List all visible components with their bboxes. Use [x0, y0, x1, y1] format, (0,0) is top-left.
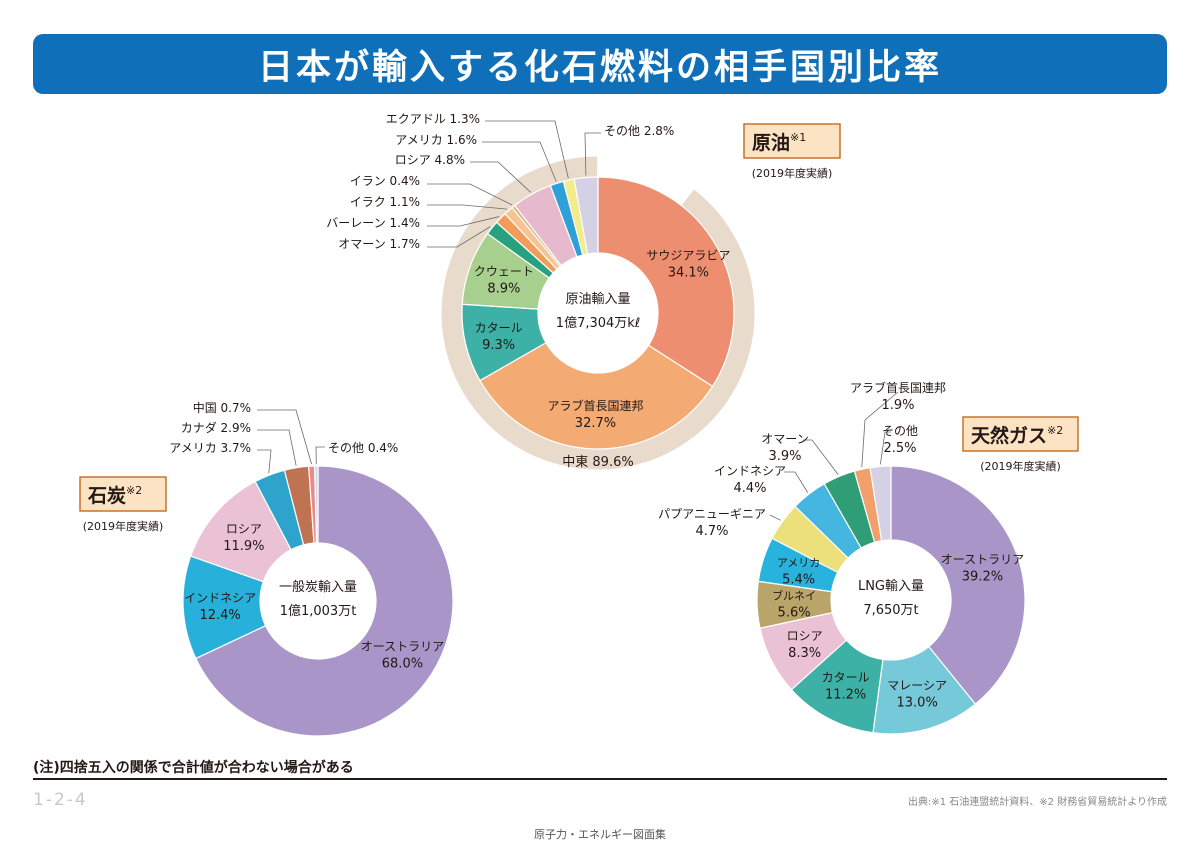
slice-label-サウジアラビア: サウジアラビア: [646, 249, 730, 263]
slice-label-アメリカ: アメリカ 1.6%: [395, 133, 477, 147]
slice-label-アメリカ: アメリカ: [777, 556, 820, 569]
slice-label-オーストラリア: オーストラリア: [941, 553, 1024, 567]
slice-label-オマーン: オマーン: [761, 432, 808, 446]
slice-value-オマーン: 3.9%: [768, 449, 801, 464]
slice-value-インドネシア: 4.4%: [733, 481, 766, 496]
slice-label-クウェート: クウェート: [474, 264, 534, 278]
page-title: 日本が輸入する化石燃料の相手国別比率: [257, 47, 942, 88]
leader-line-イラン: [427, 183, 513, 206]
center-label: 一般炭輸入量: [279, 579, 357, 595]
slice-label-オマーン: オマーン 1.7%: [338, 237, 420, 251]
slice-label-アラブ首長国連邦: アラブ首長国連邦: [850, 380, 946, 395]
slice-label-ロシア: ロシア: [226, 522, 262, 536]
outer-ring-label: 中東 89.6%: [562, 454, 633, 470]
slice-label-ブルネイ: ブルネイ: [772, 589, 816, 603]
leader-line-パプアニューギニア: [769, 514, 781, 521]
slice-value-オーストラリア: 68.0%: [382, 657, 423, 672]
chart-title-box: [743, 123, 841, 159]
center-label: 原油輸入量: [565, 292, 630, 307]
footnote: (注)四捨五入の関係で合計値が合わない場合がある: [33, 760, 354, 776]
chart-title-box: [79, 476, 167, 512]
center-value: 7,650万t: [863, 603, 918, 618]
slice-label-その他: その他 2.8%: [604, 124, 674, 138]
slice-value-アラブ首長国連邦: 1.9%: [881, 398, 914, 413]
slice-value-ブルネイ: 5.6%: [778, 606, 811, 621]
slice-label-マレーシア: マレーシア: [887, 678, 947, 692]
slice-value-パプアニューギニア: 4.7%: [695, 524, 728, 539]
divider: [33, 778, 1167, 780]
center-value: 1億1,003万t: [280, 603, 357, 619]
chart-subtitle: (2019年度実績): [83, 519, 164, 533]
slice-value-マレーシア: 13.0%: [897, 695, 938, 710]
leader-line-アメリカ: [482, 141, 557, 182]
slice-label-ロシア: ロシア 4.8%: [395, 153, 465, 167]
donut-hole: [539, 254, 657, 372]
source-note: 出典:※1 石油連盟統計資料、※2 財務省貿易統計より作成: [907, 797, 1167, 808]
slice-value-カタール: 11.2%: [825, 688, 866, 703]
center-value: 1億7,304万kℓ: [556, 315, 640, 331]
leader-line-バーレーン: [427, 216, 500, 227]
slice-アラブ首長国連邦: [479, 341, 714, 450]
slice-その他: [869, 465, 892, 542]
leader-line-インドネシア: [784, 471, 809, 493]
leader-line-その他: [879, 431, 891, 465]
slice-label-イラク: イラク 1.1%: [350, 195, 420, 209]
center-label: LNG輸入量: [858, 579, 924, 594]
slice-label-アメリカ: アメリカ 3.7%: [169, 441, 251, 455]
slice-オーストラリア: [195, 465, 454, 737]
slice-label-インドネシア: インドネシア: [714, 464, 786, 478]
title-banner: 日本が輸入する化石燃料の相手国別比率: [33, 34, 1167, 94]
chart-subtitle: (2019年度実績): [980, 459, 1061, 473]
slice-value-オーストラリア: 39.2%: [962, 570, 1003, 585]
chart-subtitle: (2019年度実績): [752, 166, 833, 180]
page-number: 1-2-4: [33, 790, 88, 810]
leader-line-カナダ: [257, 429, 297, 466]
slice-value-その他: 2.5%: [883, 441, 916, 456]
slice-value-ロシア: 11.9%: [223, 539, 264, 554]
slice-label-その他: その他 0.4%: [328, 441, 398, 455]
leader-line-オマーン: [427, 226, 491, 248]
leader-line-オマーン: [803, 439, 839, 475]
slice-label-アラブ首長国連邦: アラブ首長国連邦: [547, 398, 643, 413]
slice-オーストラリア: [890, 465, 1026, 705]
slice-label-バーレーン: バーレーン 1.4%: [326, 216, 420, 230]
slice-label-パプアニューギニア: パプアニューギニア: [658, 507, 766, 521]
slice-label-インドネシア: インドネシア: [184, 591, 256, 605]
leader-line-その他: [315, 446, 325, 465]
leader-line-ロシア: [470, 161, 532, 193]
slice-label-カタール: カタール: [822, 671, 870, 685]
slice-label-エクアドル: エクアドル 1.3%: [386, 112, 480, 126]
slice-value-アラブ首長国連邦: 32.7%: [575, 416, 616, 431]
slice-label-ロシア: ロシア: [787, 629, 823, 643]
leader-line-エクアドル: [485, 120, 569, 179]
slice-label-中国: 中国 0.7%: [193, 400, 251, 415]
slice-value-クウェート: 8.9%: [487, 281, 520, 296]
slice-value-サウジアラビア: 34.1%: [668, 266, 709, 281]
chart-title: 天然ガス※2: [971, 424, 1063, 447]
slice-その他: [573, 176, 599, 255]
slice-value-インドネシア: 12.4%: [199, 608, 240, 623]
slice-label-カナダ: カナダ 2.9%: [181, 420, 251, 435]
slice-その他: [313, 465, 319, 544]
book-title: 原子力・エネルギー図面集: [534, 828, 666, 841]
slice-label-その他: その他: [882, 424, 918, 438]
leader-line-中国: [257, 409, 312, 465]
slice-サウジアラビア: [597, 176, 735, 388]
slice-value-ロシア: 8.3%: [788, 646, 821, 661]
donut-hole: [832, 541, 950, 659]
leader-line-アメリカ: [257, 449, 272, 474]
slice-label-オーストラリア: オーストラリア: [361, 640, 444, 654]
slice-value-カタール: 9.3%: [482, 338, 515, 353]
chart-title-box: [962, 416, 1079, 452]
donut-hole: [261, 544, 375, 658]
slice-value-アメリカ: 5.4%: [782, 572, 815, 587]
leader-line-アラブ首長国連邦: [861, 391, 899, 468]
slice-label-カタール: カタール: [475, 321, 523, 335]
leader-line-その他: [584, 132, 601, 176]
leader-line-イラク: [427, 204, 508, 210]
slice-label-イラン: イラン 0.4%: [350, 174, 420, 188]
